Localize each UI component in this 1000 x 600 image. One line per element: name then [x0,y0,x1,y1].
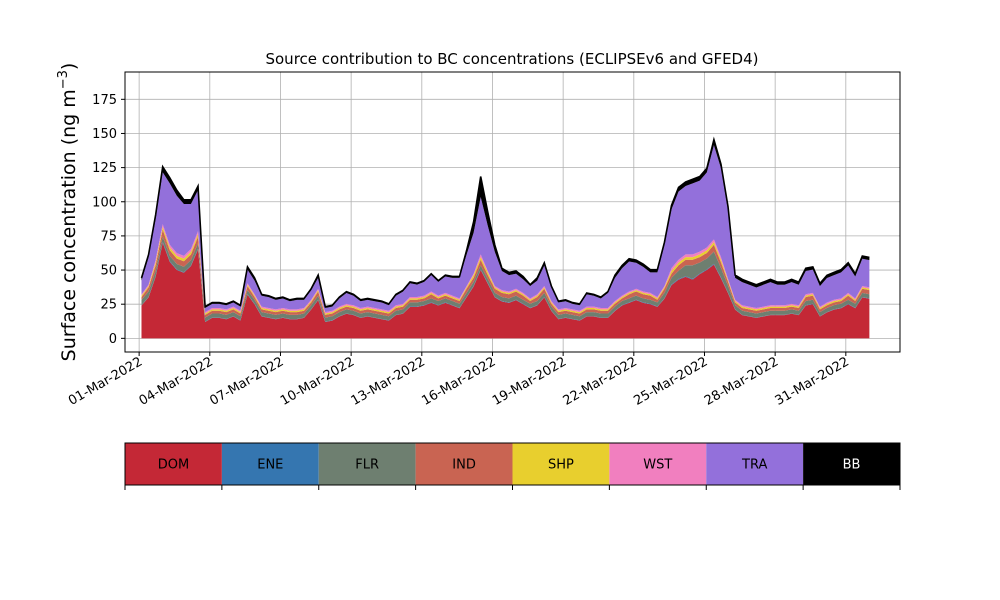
legend-swatch-flr [318,443,416,485]
legend-label-dom: DOM [158,458,189,473]
legend-swatch-bb [803,443,900,485]
area-dom [141,242,870,339]
legend-label-ind: IND [452,458,476,473]
legend-label-shp: SHP [548,458,574,473]
area-tra [141,145,870,313]
legend-label-flr: FLR [355,458,379,473]
legend-swatch-ene [221,443,319,485]
y-axis-label: Surface concentration (ng m−3) [56,63,80,362]
area-flr [141,236,870,322]
y-tick-label-0: 0 [109,332,117,347]
y-tick-label-7: 175 [92,93,117,108]
legend-swatch-shp [512,443,610,485]
y-axis-label-sup: −3 [56,70,71,89]
y-tick-label-4: 100 [92,195,117,210]
legend-label-ene: ENE [257,458,283,473]
legend-swatch-tra [706,443,804,485]
legend-swatch-ind [415,443,513,485]
legend-swatch-wst [609,443,707,485]
legend-label-tra: TRA [741,458,767,473]
legend-label-bb: BB [843,458,861,473]
y-axis-label-main: Surface concentration (ng m [58,89,80,361]
total-outline [140,136,870,308]
y-tick-label-2: 50 [100,264,117,279]
y-axis-label-close: ) [58,63,80,70]
legend-label-wst: WST [643,458,672,473]
y-tick-label-6: 150 [92,127,117,142]
y-tick-label-5: 125 [92,161,117,176]
legend-swatch-dom [125,443,222,485]
chart-title: Source contribution to BC concentrations… [265,50,758,68]
axes-frame [124,71,901,353]
y-tick-label-3: 75 [100,229,117,244]
area-ind [141,229,870,318]
legend: DOM ENE FLR IND SHP WST TRA BB [124,442,901,490]
y-tick-label-1: 25 [100,298,117,313]
